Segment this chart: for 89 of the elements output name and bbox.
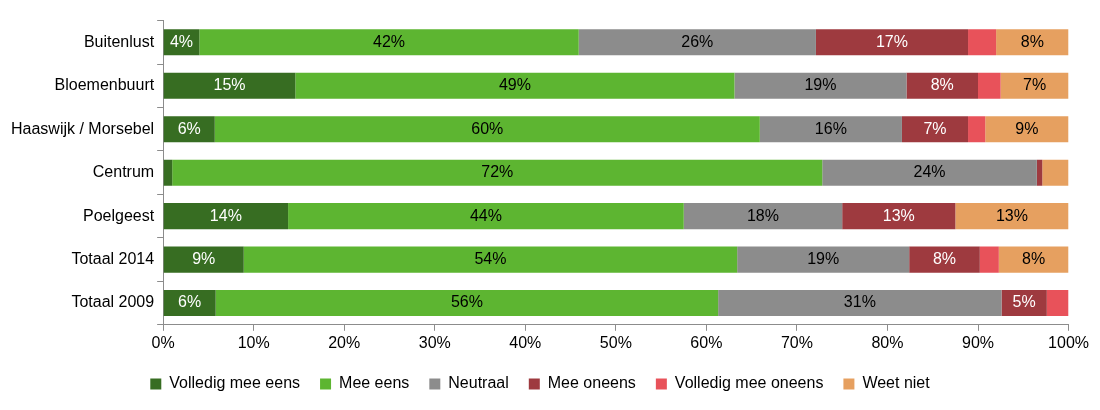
x-tick-label: 20% — [328, 333, 361, 351]
legend-label: Neutraal — [448, 374, 509, 392]
y-tick-label: Poelgeest — [82, 206, 155, 224]
bar — [909, 246, 980, 273]
y-tick-label: Bloemenbuurt — [54, 76, 155, 94]
x-tick-label: 60% — [690, 333, 723, 351]
data-label: 42% — [373, 32, 406, 50]
x-tick-label: 90% — [961, 333, 995, 351]
data-label: 5% — [1012, 293, 1036, 311]
bar — [163, 246, 244, 273]
y-tick-label: Totaal 2014 — [71, 250, 155, 268]
data-label: 8% — [932, 250, 957, 268]
legend-label: Volledig mee eens — [169, 374, 301, 392]
bar — [978, 72, 1001, 99]
x-tick-label: 30% — [418, 333, 451, 351]
bar — [163, 72, 296, 99]
x-tick-label: 40% — [509, 333, 542, 351]
y-tick-label: Totaal 2009 — [71, 293, 155, 311]
legend-label: Mee oneens — [547, 374, 636, 392]
bar — [996, 29, 1069, 56]
bar — [718, 290, 1002, 317]
bar — [163, 203, 289, 230]
legend-label: Weet niet — [862, 374, 931, 392]
bar — [172, 159, 823, 186]
data-label: 8% — [1022, 250, 1046, 268]
data-label: 19% — [807, 250, 840, 268]
bar — [1000, 72, 1069, 99]
data-label: 31% — [843, 293, 876, 311]
bar — [295, 72, 735, 99]
data-label: 8% — [930, 76, 954, 94]
data-label: 9% — [192, 250, 216, 268]
data-label: 9% — [1015, 119, 1039, 137]
y-tick-label: Haaswijk / Morsebel — [11, 119, 155, 137]
bar — [1046, 290, 1069, 317]
bar — [683, 203, 843, 230]
bar — [759, 116, 902, 143]
bar — [215, 290, 719, 317]
data-label: 8% — [1020, 32, 1044, 50]
data-label: 7% — [923, 119, 947, 137]
data-label: 4% — [169, 32, 194, 50]
x-tick-label: 100% — [1048, 333, 1089, 351]
y-tick-label: Centrum — [92, 163, 155, 181]
bar — [243, 246, 738, 273]
data-label: 13% — [995, 206, 1028, 224]
bar — [906, 72, 978, 99]
legend-label: Volledig mee oneens — [674, 374, 824, 392]
x-tick-label: 50% — [599, 333, 632, 351]
x-tick-label: 80% — [871, 333, 904, 351]
data-label: 13% — [882, 206, 915, 224]
bar — [979, 246, 999, 273]
bar — [985, 116, 1069, 143]
data-label: 54% — [474, 250, 507, 268]
bar — [199, 29, 579, 56]
bar — [1042, 159, 1069, 186]
data-label: 44% — [469, 206, 502, 224]
data-label: 72% — [481, 163, 514, 181]
bar — [968, 116, 986, 143]
data-label: 49% — [498, 76, 531, 94]
x-tick-label: 70% — [780, 333, 813, 351]
bar — [822, 159, 1037, 186]
bar — [578, 29, 816, 56]
bar — [214, 116, 760, 143]
data-label: 60% — [471, 119, 504, 137]
data-label: 7% — [1023, 76, 1047, 94]
bar — [901, 116, 969, 143]
bar — [734, 72, 907, 99]
bar — [1036, 159, 1043, 186]
data-label: 24% — [913, 163, 946, 181]
data-label: 16% — [814, 119, 847, 137]
x-tick-label: 0% — [151, 333, 175, 351]
data-label: 56% — [450, 293, 483, 311]
bar — [842, 203, 956, 230]
data-label: 6% — [177, 119, 201, 137]
bar — [163, 159, 173, 186]
data-label: 15% — [213, 76, 246, 94]
data-label: 19% — [804, 76, 837, 94]
y-tick-label: Buitenlust — [83, 32, 155, 50]
bar — [955, 203, 1069, 230]
data-label: 6% — [178, 293, 202, 311]
data-label: 26% — [681, 32, 714, 50]
data-label: 17% — [875, 32, 909, 50]
bar — [288, 203, 684, 230]
data-label: 18% — [746, 206, 779, 224]
data-label: 14% — [209, 206, 242, 224]
bar — [815, 29, 969, 56]
legend-label: Mee eens — [339, 374, 410, 392]
x-tick-label: 10% — [237, 333, 270, 351]
bar — [737, 246, 910, 273]
bar — [968, 29, 997, 56]
